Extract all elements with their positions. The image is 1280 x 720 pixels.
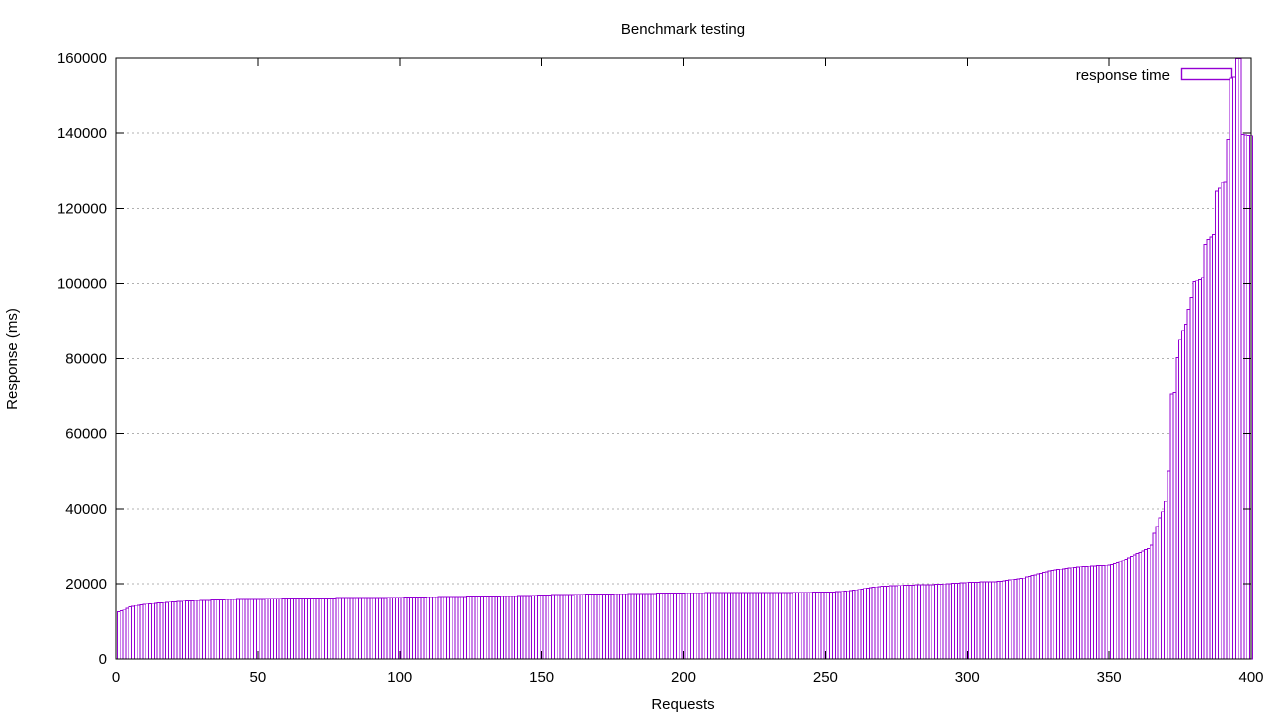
y-tick-label: 40000 — [65, 501, 107, 518]
y-tick-label: 80000 — [65, 351, 107, 368]
y-tick-label: 160000 — [57, 50, 107, 67]
x-tick-label: 350 — [1097, 669, 1122, 686]
x-tick-label: 0 — [112, 669, 120, 686]
y-tick-label: 60000 — [65, 426, 107, 443]
x-tick-label: 200 — [671, 669, 696, 686]
bars — [116, 57, 1253, 660]
legend-swatch — [1180, 67, 1233, 81]
x-tick-label: 50 — [250, 669, 267, 686]
x-tick-label: 400 — [1238, 669, 1263, 686]
x-axis-label: Requests — [651, 696, 714, 713]
y-tick-label: 100000 — [57, 275, 107, 292]
y-axis-label: Response (ms) — [4, 308, 21, 410]
x-tick-label: 300 — [955, 669, 980, 686]
x-tick-label: 100 — [387, 669, 412, 686]
legend-label: response time — [1076, 67, 1170, 84]
y-tick-label: 140000 — [57, 125, 107, 142]
y-tick-label: 20000 — [65, 576, 107, 593]
plot-border — [115, 57, 1252, 660]
gridlines — [117, 132, 1250, 585]
y-tick-label: 0 — [99, 651, 107, 668]
legend: response time — [1076, 67, 1233, 84]
x-tick-label: 150 — [529, 669, 554, 686]
x-tick-label: 250 — [813, 669, 838, 686]
y-tick-label: 120000 — [57, 200, 107, 217]
chart-title: Benchmark testing — [621, 21, 745, 38]
tick-labels: 0 50 100 150 200 250 300 350 400 0 20000 40000 60000… — [57, 50, 1264, 686]
